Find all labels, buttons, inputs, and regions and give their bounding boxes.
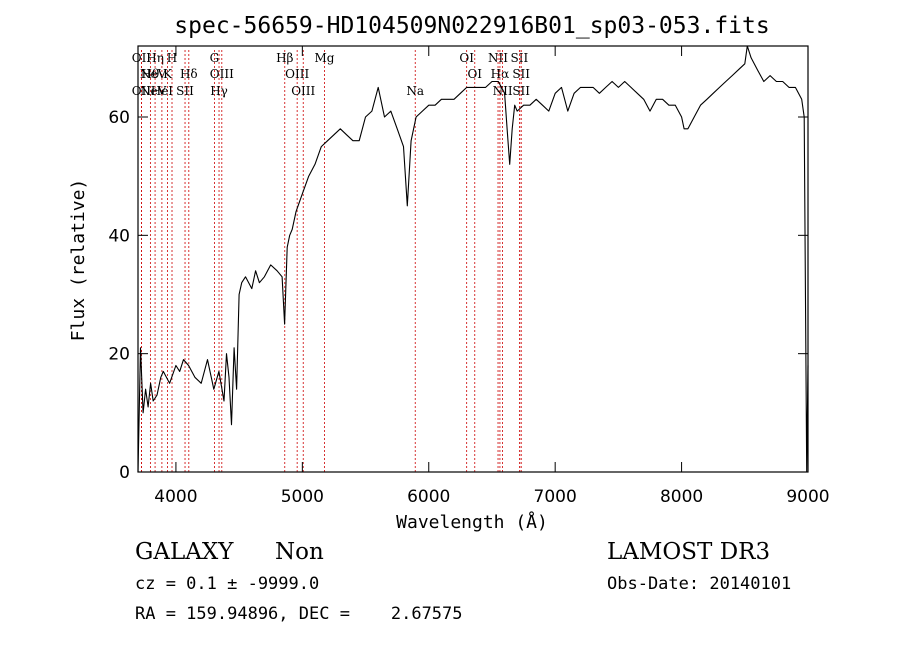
x-tick-label: 5000 — [281, 487, 324, 507]
emission-line-label: K — [163, 67, 173, 81]
x-tick-label: 7000 — [534, 487, 577, 507]
emission-line-label: Hα — [491, 67, 510, 81]
emission-line-label: OI — [459, 51, 474, 65]
emission-line-label: NII — [493, 84, 513, 98]
y-tick-label: 20 — [108, 345, 130, 365]
x-tick-label: 9000 — [786, 487, 829, 507]
x-tick-label: 4000 — [154, 487, 197, 507]
chart-title: spec-56659-HD104509N022916B01_sp03-053.f… — [174, 13, 769, 39]
y-axis-label: Flux (relative) — [68, 179, 89, 342]
emission-line-label: OIII — [285, 67, 309, 81]
emission-line-label: H — [167, 51, 177, 65]
x-tick-label: 6000 — [407, 487, 450, 507]
emission-line-label: SII — [512, 84, 530, 98]
emission-line-label: Hη — [146, 51, 164, 65]
spectrum-line — [137, 45, 809, 473]
coordinates-readout: RA = 159.94896, DEC = 2.67575 — [135, 604, 463, 624]
emission-line-label: Hδ — [180, 67, 198, 81]
x-tick-label: 8000 — [660, 487, 703, 507]
observation-date: Obs-Date: 20140101 — [607, 574, 792, 594]
emission-line-label: Na — [406, 84, 424, 98]
emission-line-label: NII — [488, 51, 508, 65]
emission-line-label: OIII — [210, 67, 234, 81]
emission-line-label: SII — [511, 51, 529, 65]
emission-line-label: OIII — [291, 84, 315, 98]
emission-line-label: HeI — [151, 84, 174, 98]
y-tick-label: 40 — [108, 226, 130, 246]
emission-line-label: G — [210, 51, 220, 65]
x-axis-label: Wavelength (Å) — [396, 511, 548, 533]
emission-line-label: Hβ — [276, 51, 293, 65]
emission-line-label: OI — [467, 67, 482, 81]
plot-frame — [137, 45, 809, 473]
y-tick-label: 60 — [108, 108, 130, 128]
emission-line-label: OII — [132, 84, 152, 98]
emission-line-label: NeV — [140, 67, 167, 81]
emission-line-label: SII — [176, 84, 194, 98]
redshift-readout: cz = 0.1 ± -9999.0 — [135, 574, 320, 594]
object-subclass: Non — [275, 539, 324, 565]
object-class: GALAXY — [135, 539, 234, 565]
survey-name: LAMOST DR3 — [607, 539, 771, 565]
emission-line-label: Mg — [314, 51, 334, 65]
emission-line-label: Hθ — [142, 67, 160, 81]
emission-line-label: Hγ — [210, 84, 228, 98]
y-tick-label: 0 — [119, 463, 130, 483]
emission-line-label: NeV — [140, 84, 167, 98]
